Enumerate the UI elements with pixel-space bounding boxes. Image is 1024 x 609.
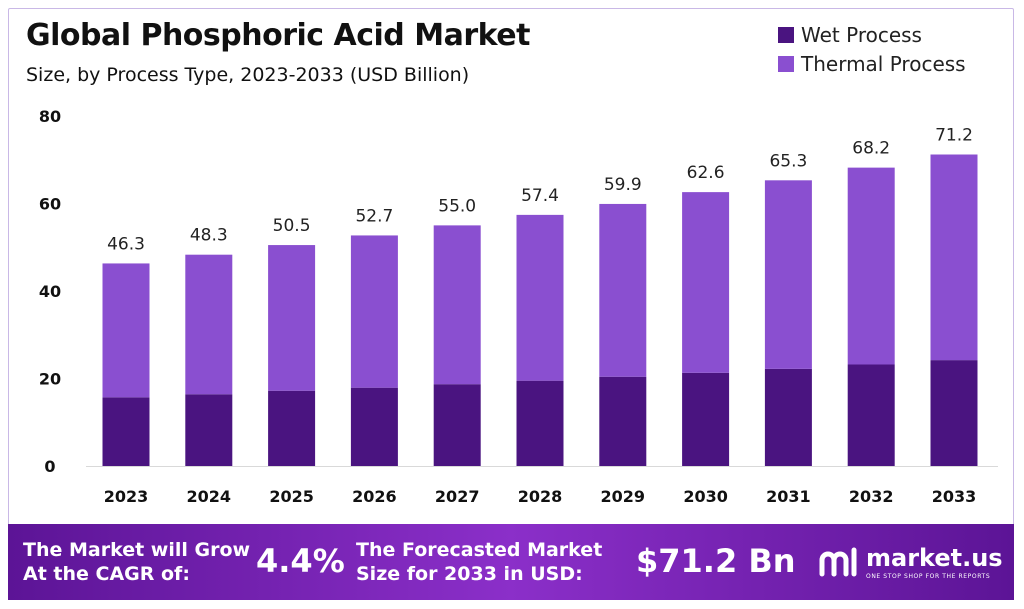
bar-thermal-process-2031 (764, 180, 812, 369)
data-label-2031: 65.3 (769, 151, 807, 171)
bar-chart: 0 20 40 60 80 46.3 2023 48.3 2024 50.5 2025 52.7 202… (39, 107, 998, 506)
legend-item-thermal-process: Thermal Process (778, 49, 966, 78)
x-tick-label-2032: 2032 (849, 487, 894, 506)
bar-thermal-process-2024 (185, 254, 233, 395)
chart-legend: Wet Process Thermal Process (778, 20, 966, 78)
brand-tagline: ONE STOP SHOP FOR THE REPORTS (866, 573, 991, 580)
bar-thermal-process-2025 (268, 245, 316, 391)
x-tick-label-2028: 2028 (518, 487, 563, 506)
legend-item-wet-process: Wet Process (778, 20, 966, 49)
data-label-2027: 55.0 (438, 196, 476, 216)
data-label-2032: 68.2 (852, 139, 890, 159)
x-tick-label-2030: 2030 (683, 487, 728, 506)
bar-thermal-process-2028 (516, 214, 564, 381)
data-label-2023: 46.3 (107, 234, 145, 254)
summary-banner: The Market will Grow At the CAGR of: 4.4… (8, 524, 1014, 600)
chart-title: Global Phosphoric Acid Market (26, 18, 530, 53)
bar-wet-process-2029 (599, 376, 647, 466)
bar-wet-process-2031 (764, 368, 812, 466)
x-tick-label-2031: 2031 (766, 487, 811, 506)
y-tick-label-0: 0 (44, 457, 55, 476)
legend-swatch-thermal-process (778, 55, 794, 72)
data-label-2024: 48.3 (190, 226, 228, 246)
bar-wet-process-2033 (930, 360, 978, 466)
data-label-2030: 62.6 (687, 163, 725, 183)
bar-wet-process-2027 (433, 384, 481, 466)
bar-wet-process-2025 (268, 390, 316, 466)
bar-wet-process-2026 (350, 387, 398, 466)
y-tick-label-80: 80 (39, 107, 61, 126)
bar-wet-process-2024 (185, 394, 233, 466)
x-tick-label-2027: 2027 (435, 487, 480, 506)
brand-name: market.us (866, 544, 1003, 572)
bar-thermal-process-2029 (599, 203, 647, 377)
data-label-2029: 59.9 (604, 175, 642, 195)
data-label-2026: 52.7 (355, 206, 393, 226)
market-us-logo-icon (819, 547, 857, 577)
forecast-label-line-1: The Forecasted Market (356, 539, 603, 561)
legend-swatch-wet-process (778, 26, 794, 43)
bar-thermal-process-2023 (102, 263, 150, 398)
y-tick-label-20: 20 (39, 370, 61, 389)
brand: market.us ONE STOP SHOP FOR THE REPORTS (818, 544, 1003, 580)
brand-text: market.us ONE STOP SHOP FOR THE REPORTS (866, 544, 1003, 580)
y-tick-label-40: 40 (39, 282, 61, 301)
forecast-label: The Forecasted Market Size for 2033 in U… (356, 538, 602, 586)
bar-wet-process-2032 (847, 364, 895, 466)
cagr-label-line-2: At the CAGR of: (23, 563, 190, 585)
x-tick-label-2025: 2025 (269, 487, 314, 506)
x-tick-label-2033: 2033 (932, 487, 977, 506)
data-label-2033: 71.2 (935, 126, 973, 146)
bar-thermal-process-2033 (930, 154, 978, 361)
x-tick-label-2023: 2023 (104, 487, 149, 506)
chart-subtitle: Size, by Process Type, 2023-2033 (USD Bi… (26, 64, 470, 86)
bar-thermal-process-2030 (682, 192, 730, 373)
x-tick-label-2026: 2026 (352, 487, 397, 506)
legend-label-wet-process: Wet Process (801, 22, 922, 47)
forecast-value: $71.2 Bn (636, 542, 796, 580)
forecast-label-line-2: Size for 2033 in USD: (356, 563, 583, 585)
data-label-2025: 50.5 (273, 216, 311, 236)
cagr-label: The Market will Grow At the CAGR of: (23, 538, 250, 586)
data-label-2028: 57.4 (521, 186, 559, 206)
x-tick-label-2029: 2029 (601, 487, 646, 506)
cagr-value: 4.4% (256, 542, 345, 580)
y-tick-label-60: 60 (39, 195, 61, 214)
bar-wet-process-2030 (682, 372, 730, 466)
bar-wet-process-2028 (516, 380, 564, 466)
bar-thermal-process-2032 (847, 167, 895, 365)
bar-wet-process-2023 (102, 397, 150, 466)
bar-thermal-process-2027 (433, 225, 481, 385)
legend-label-thermal-process: Thermal Process (801, 51, 966, 76)
x-tick-label-2024: 2024 (187, 487, 232, 506)
cagr-label-line-1: The Market will Grow (23, 539, 251, 561)
bar-thermal-process-2026 (350, 235, 398, 388)
